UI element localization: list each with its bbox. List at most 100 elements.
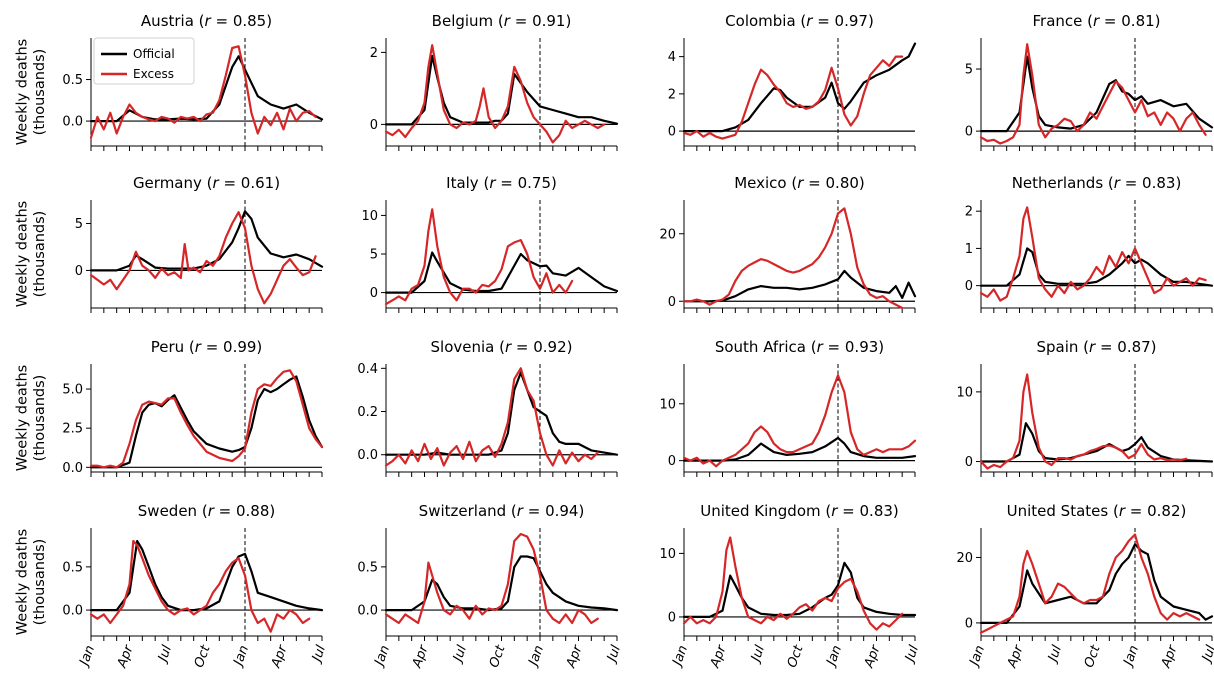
excess-series-line (682, 536, 904, 631)
x-tick-label: Apr (114, 642, 137, 671)
x-tick-label: Apr (1004, 642, 1027, 671)
title-r-symbol: r (213, 174, 220, 192)
y-tick-label: 5.0 (62, 383, 83, 398)
panel-switzerland: Switzerland (r = 0.94) 0.0 0.5 Jan Apr Jul Oct… (357, 502, 624, 671)
panel-united-kingdom: United Kingdom (r = 0.83) 0 10 Jan Apr Jul Oct… (659, 502, 922, 671)
y-axis-label-line: (thousands) (32, 539, 48, 626)
x-tick-label: Jul (155, 643, 176, 666)
title-r-symbol: r (1093, 12, 1100, 30)
y-tick-label: 0 (370, 118, 378, 133)
title-r-value: = 0.85) (211, 12, 272, 30)
y-tick-label: 0 (370, 286, 378, 301)
excess-series-line (89, 211, 317, 305)
y-axis-label-line: (thousands) (32, 49, 48, 136)
x-tick-label: Jan (371, 643, 393, 670)
y-axis-label-line: Weekly deaths (15, 39, 31, 145)
excess-series-line (979, 206, 1207, 302)
title-country: Slovenia ( (431, 338, 505, 356)
panel-peru: Peru (r = 0.99) 0.0 2.5 5.0 (62, 338, 324, 477)
y-tick-label: 10 (956, 385, 973, 400)
x-tick-label: Apr (1158, 642, 1181, 671)
x-tick-label: Jan (76, 643, 98, 670)
title-r-value: = 0.61) (219, 174, 280, 192)
y-tick-label: 10 (659, 547, 676, 562)
excess-series-line (384, 367, 599, 467)
legend-official-label: Official (133, 47, 175, 61)
y-tick-label: 0 (668, 295, 676, 310)
title-r-value: = 0.83) (1120, 174, 1181, 192)
y-tick-label: 0 (668, 125, 676, 140)
x-tick-label: Oct (1082, 643, 1104, 670)
official-series-line (979, 247, 1214, 287)
y-tick-label: 0 (965, 455, 973, 470)
y-tick-label: 0.0 (62, 115, 83, 130)
y-tick-label: 0 (668, 610, 676, 625)
panel-title: Spain (r = 0.87) (1036, 338, 1156, 356)
legend: Official Excess (93, 37, 195, 85)
title-r-value: = 0.93) (823, 338, 884, 356)
panel-netherlands: Netherlands (r = 0.83) 0 1 2 (965, 174, 1214, 313)
legend-excess-label: Excess (133, 67, 174, 81)
y-tick-label: 0 (965, 616, 973, 631)
y-tick-label: 10 (361, 209, 378, 224)
y-tick-label: 5 (75, 217, 83, 232)
panel-title: Mexico (r = 0.80) (734, 174, 865, 192)
title-r-symbol: r (1114, 174, 1121, 192)
y-tick-label: 0.4 (357, 362, 378, 377)
y-tick-label: 0 (965, 125, 973, 140)
title-r-value: = 0.97) (812, 12, 873, 30)
title-r-symbol: r (504, 12, 511, 30)
official-series-line (682, 561, 917, 618)
official-series-line (384, 54, 619, 126)
x-tick-label: Jan (966, 643, 988, 670)
y-axis-label: Weekly deaths(thousands) (15, 365, 48, 471)
panel-austria: Austria (r = 0.85) 0.0 0.5 (62, 12, 324, 151)
title-r-symbol: r (817, 338, 824, 356)
title-r-value: = 0.83) (837, 502, 898, 520)
y-tick-label: 20 (956, 551, 973, 566)
panel-title: Slovenia (r = 0.92) (431, 338, 573, 356)
title-country: Austria ( (141, 12, 205, 30)
panel-south-africa: South Africa (r = 0.93) 0 10 (659, 338, 917, 477)
excess-series-line (384, 532, 599, 625)
title-country: Peru ( (151, 338, 195, 356)
title-r-value: = 0.80) (803, 174, 864, 192)
y-tick-label: 0.2 (357, 405, 378, 420)
y-tick-label: 0 (75, 264, 83, 279)
excess-series-line (384, 44, 606, 144)
panel-title: South Africa (r = 0.93) (715, 338, 884, 356)
y-tick-label: 2 (370, 46, 378, 61)
panel-title: Switzerland (r = 0.94) (419, 502, 585, 520)
x-tick-label: Jan (230, 643, 252, 670)
title-r-value: = 0.92) (511, 338, 572, 356)
title-country: South Africa ( (715, 338, 817, 356)
excess-series-line (89, 369, 324, 469)
y-tick-label: 5 (965, 63, 973, 78)
panel-title: Colombia (r = 0.97) (725, 12, 874, 30)
excess-series-line (682, 207, 904, 310)
x-tick-label: Jan (1120, 643, 1142, 670)
title-r-value: = 0.91) (510, 12, 571, 30)
x-tick-label: Jul (748, 643, 769, 666)
x-tick-label: Jul (450, 643, 471, 666)
title-country: Switzerland ( (419, 502, 517, 520)
y-axis-label-line: (thousands) (32, 375, 48, 462)
panel-colombia: Colombia (r = 0.97) 0 2 4 (668, 12, 917, 151)
y-tick-label: 0 (668, 454, 676, 469)
y-tick-label: 4 (668, 50, 676, 65)
panel-title: Peru (r = 0.99) (151, 338, 263, 356)
excess-series-line (384, 208, 574, 306)
excess-series-line (89, 539, 311, 633)
title-country: Netherlands ( (1012, 174, 1114, 192)
excess-series-line (682, 374, 917, 468)
x-tick-label: Jul (309, 643, 330, 666)
y-axis-label: Weekly deaths(thousands) (15, 201, 48, 307)
official-series-line (682, 42, 917, 133)
y-tick-label: 0 (965, 279, 973, 294)
x-tick-label: Jul (1045, 643, 1066, 666)
panel-germany: Germany (r = 0.61) 0 5 (75, 174, 324, 313)
title-r-symbol: r (489, 174, 496, 192)
panel-title: Belgium (r = 0.91) (432, 12, 572, 30)
panel-united-states: United States (r = 0.82) 0 20 Jan Apr Jul Oct J… (956, 502, 1214, 671)
